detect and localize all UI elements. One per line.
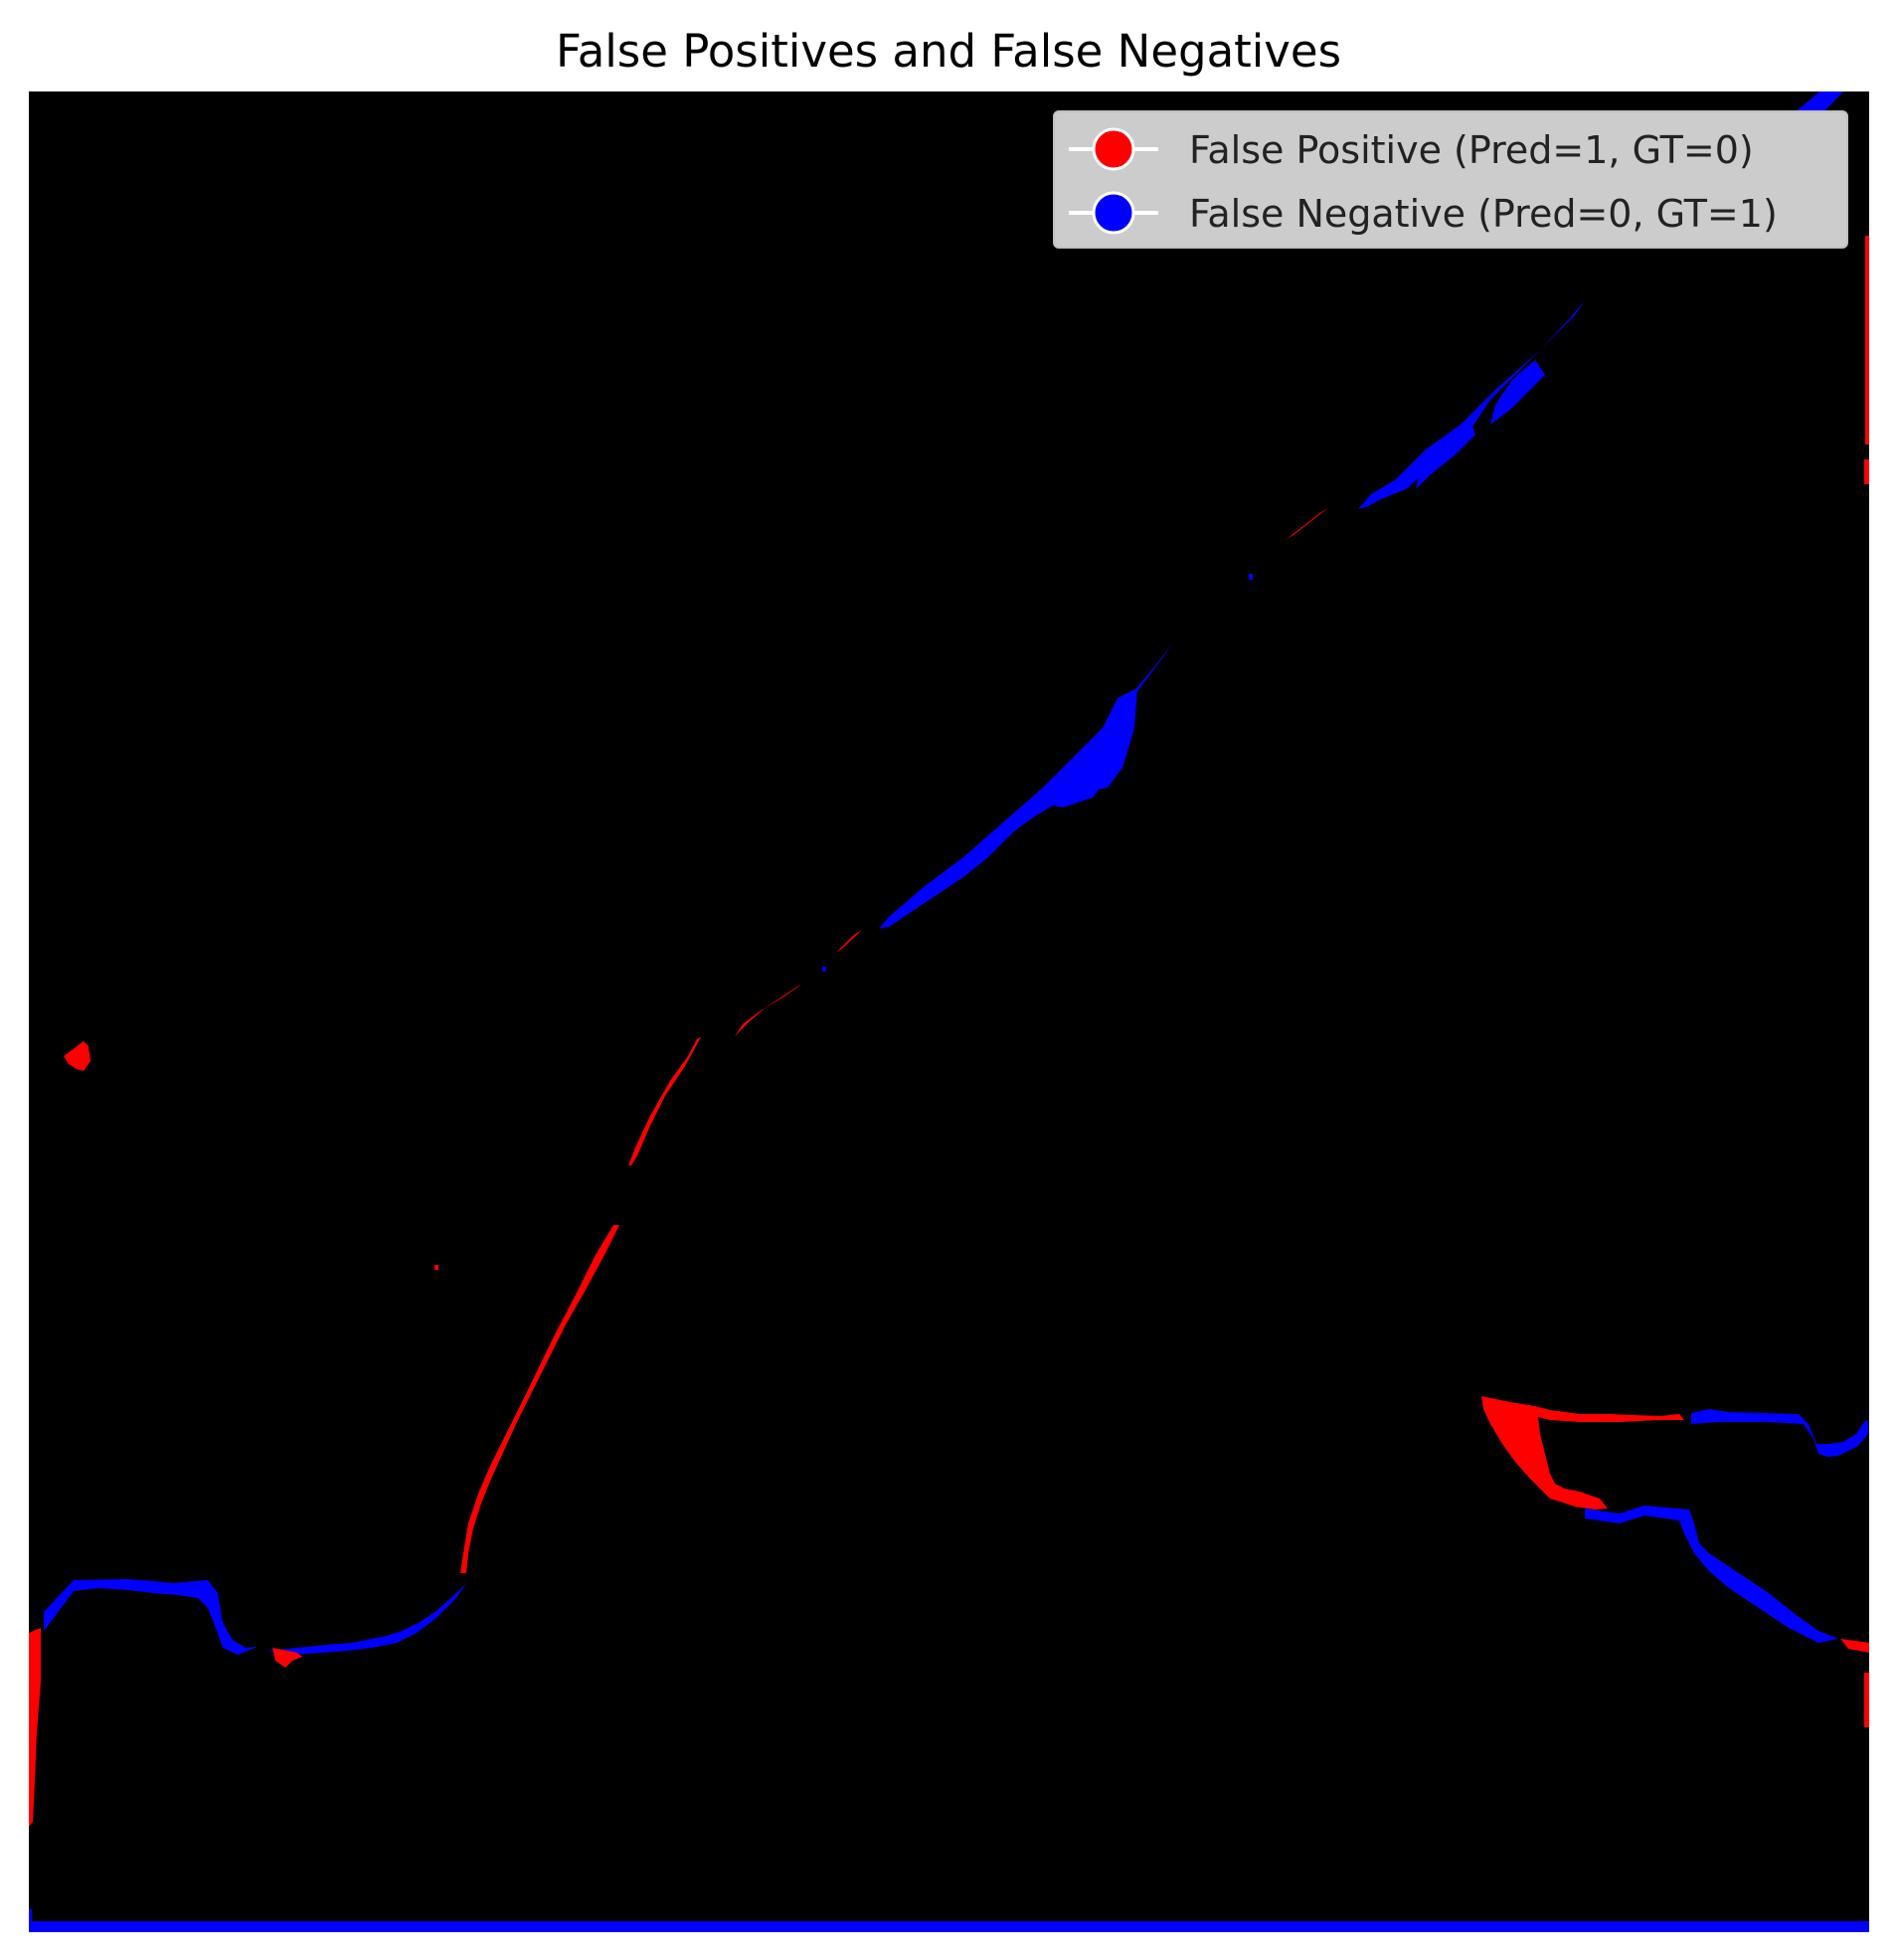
legend-label-false-negative: False Negative (Pred=0, GT=1): [1189, 192, 1778, 236]
legend-item-false-positive: False Positive (Pred=1, GT=0): [1055, 121, 1846, 177]
figure-title: False Positives and False Negatives: [555, 25, 1342, 78]
legend: False Positive (Pred=1, GT=0) False Nega…: [1053, 110, 1848, 249]
error-map-svg: [29, 91, 1869, 1932]
legend-label-false-positive: False Positive (Pred=1, GT=0): [1189, 128, 1754, 172]
background: [29, 91, 1869, 1932]
blue-circle-marker-icon: [1069, 191, 1158, 235]
legend-item-false-negative: False Negative (Pred=0, GT=1): [1055, 185, 1846, 241]
red-circle-marker-icon: [1069, 127, 1158, 171]
false-positive-regions: [29, 236, 1869, 1827]
error-map-image: [29, 91, 1869, 1932]
